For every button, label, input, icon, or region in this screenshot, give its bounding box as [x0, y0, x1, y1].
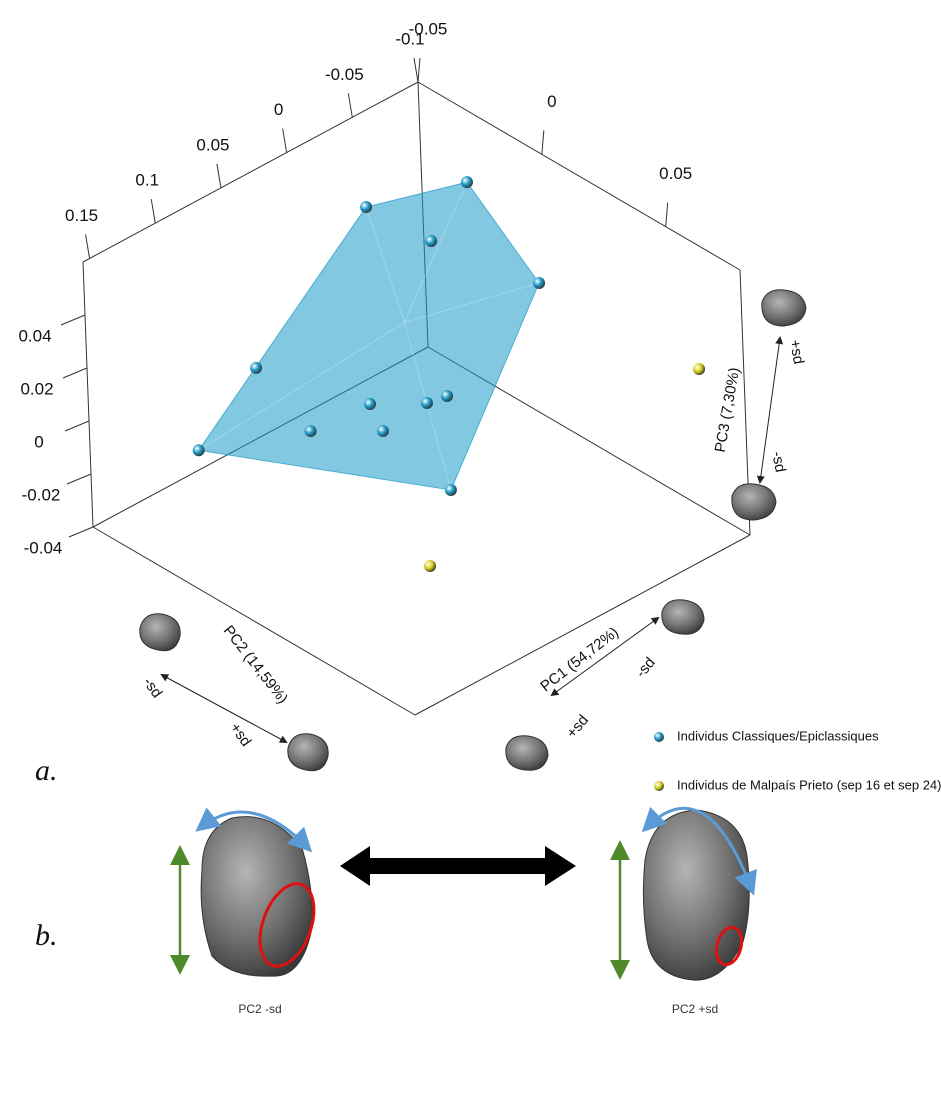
sd-label: +sd	[563, 712, 592, 742]
tick-mark	[347, 93, 353, 118]
sd-label: -sd	[632, 654, 658, 681]
tick-label: 0	[547, 92, 556, 111]
convex-hull	[197, 181, 540, 491]
axis-label: PC3 (7,30%)	[712, 366, 744, 454]
panel-label: a.	[35, 754, 58, 787]
tick-label: 0	[274, 100, 283, 119]
tick-mark	[60, 314, 86, 326]
box-edge	[92, 526, 416, 716]
legend-marker	[654, 732, 664, 742]
data-point	[693, 363, 706, 376]
tick-mark	[413, 57, 419, 83]
sd-label: +sd	[786, 338, 807, 365]
axis-label: PC2 (14,59%)	[220, 622, 291, 707]
tick-mark	[150, 199, 156, 224]
sd-label: +sd	[226, 720, 254, 750]
tick-mark	[216, 163, 222, 188]
tick-label: 0.1	[135, 171, 159, 190]
tick-label: 0.02	[20, 379, 53, 398]
sd-label: -sd	[139, 674, 165, 701]
tick-mark	[68, 526, 94, 538]
tick-label: -0.05	[409, 19, 448, 38]
tick-mark	[282, 128, 288, 153]
tick-label: -0.02	[22, 485, 61, 504]
tick-label: -0.04	[24, 538, 63, 557]
panel-b-drawing	[170, 806, 757, 981]
legend-marker	[654, 781, 664, 791]
hull-facet	[198, 322, 405, 451]
plot-3d: -0.1-0.0500.050.10.15-0.0500.05-0.04-0.0…	[18, 19, 751, 716]
caption: PC2 -sd	[238, 1002, 281, 1016]
axis-label: PC1 (54,72%)	[537, 624, 622, 695]
hull-facet	[365, 206, 405, 323]
tick-mark	[66, 473, 92, 485]
tick-label: 0.15	[65, 206, 98, 225]
data-point	[460, 176, 473, 189]
data-point	[533, 277, 546, 290]
data-point	[424, 560, 437, 573]
hull-facet	[404, 282, 540, 323]
sd-arrow	[756, 336, 784, 484]
sd-arrow	[160, 674, 288, 743]
data-point	[363, 398, 376, 411]
tick-label: 0	[34, 432, 43, 451]
legend-label: Individus de Malpaís Prieto (sep 16 et s…	[677, 777, 941, 792]
tick-mark	[541, 130, 545, 155]
data-point	[360, 201, 373, 214]
data-point	[304, 425, 317, 438]
tick-label: 0.04	[18, 326, 51, 345]
tick-mark	[62, 367, 88, 379]
data-point	[250, 361, 263, 374]
tick-label: 0.05	[659, 164, 692, 183]
data-point	[444, 484, 457, 497]
legend-label: Individus Classiques/Epiclassiques	[677, 728, 879, 743]
data-point	[192, 444, 205, 457]
tick-mark	[64, 420, 90, 432]
tooth-icons	[139, 289, 807, 772]
box-edge	[417, 81, 741, 271]
tick-label: -0.1	[395, 29, 424, 48]
data-point	[441, 389, 454, 402]
tick-mark	[417, 57, 421, 83]
tick-label: -0.05	[325, 65, 364, 84]
tick-label: 0.05	[196, 135, 229, 154]
hull-facet	[403, 181, 468, 323]
caption: PC2 +sd	[672, 1002, 718, 1016]
box-edge	[82, 81, 419, 263]
box-edge	[82, 261, 94, 528]
data-point	[420, 396, 433, 409]
sd-label: -sd	[768, 450, 788, 473]
tick-mark	[665, 202, 669, 227]
panel-label: b.	[35, 919, 58, 952]
data-point	[376, 425, 389, 438]
sd-arrow	[550, 616, 660, 697]
data-point	[425, 235, 438, 248]
tick-mark	[85, 234, 91, 259]
